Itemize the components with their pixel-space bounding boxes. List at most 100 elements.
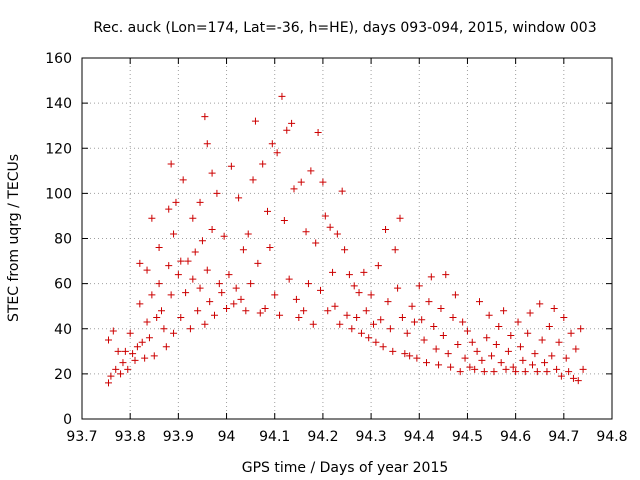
data-point: [410, 318, 418, 326]
data-point: [454, 341, 462, 349]
data-point: [442, 271, 450, 279]
x-tick-label: 94.2: [307, 429, 338, 445]
data-point: [172, 198, 180, 206]
data-point: [415, 282, 423, 290]
data-point: [394, 284, 402, 292]
data-point: [271, 291, 279, 299]
data-point: [519, 356, 527, 364]
y-tick-label: 0: [63, 412, 72, 428]
x-tick-label: 93.9: [163, 429, 194, 445]
data-point: [553, 365, 561, 373]
data-points: [105, 92, 587, 387]
data-point: [372, 338, 380, 346]
data-point: [526, 309, 534, 317]
data-point: [309, 320, 317, 328]
data-point: [565, 368, 573, 376]
data-point: [488, 352, 496, 360]
x-axis-label: GPS time / Days of year 2015: [242, 460, 449, 476]
y-tick-label: 100: [45, 186, 72, 202]
data-point: [213, 189, 221, 197]
y-tick-label: 40: [54, 322, 72, 338]
data-point: [117, 370, 125, 378]
data-point: [536, 300, 544, 308]
data-point: [408, 302, 416, 310]
data-point: [382, 225, 390, 233]
data-point: [264, 207, 271, 215]
data-point: [162, 343, 170, 351]
data-point: [324, 307, 332, 315]
data-point: [333, 230, 341, 238]
data-point: [160, 325, 168, 333]
data-point: [201, 320, 209, 328]
data-point: [437, 304, 445, 312]
data-point: [476, 298, 483, 306]
data-point: [174, 271, 182, 279]
data-point: [105, 336, 112, 344]
data-point: [242, 307, 250, 315]
data-point: [459, 318, 467, 326]
data-point: [420, 336, 428, 344]
data-point: [370, 320, 377, 328]
data-point: [261, 304, 269, 312]
data-point: [350, 282, 358, 290]
data-point: [177, 313, 185, 321]
data-point: [225, 271, 233, 279]
data-point: [126, 329, 134, 337]
data-point: [423, 359, 430, 367]
data-point: [345, 271, 353, 279]
data-point: [401, 350, 409, 358]
data-point: [179, 176, 187, 184]
data-point: [247, 280, 255, 288]
data-point: [473, 347, 481, 355]
data-point: [259, 160, 267, 168]
data-point: [521, 368, 529, 376]
data-point: [184, 257, 192, 265]
data-point: [555, 338, 563, 346]
y-tick-label: 60: [54, 277, 72, 293]
data-point: [186, 325, 194, 333]
data-point: [155, 280, 163, 288]
data-point: [331, 302, 339, 310]
data-point: [500, 307, 508, 315]
data-point: [314, 128, 322, 136]
data-point: [365, 334, 373, 342]
data-point: [507, 332, 515, 340]
data-point: [447, 363, 455, 371]
x-tick-label: 94.3: [356, 429, 387, 445]
data-point: [483, 334, 491, 342]
data-point: [355, 289, 363, 297]
data-point: [572, 345, 580, 353]
data-point: [338, 187, 346, 195]
data-point: [384, 298, 392, 306]
data-point: [148, 214, 156, 222]
data-point: [362, 307, 370, 315]
data-point: [232, 284, 240, 292]
data-point: [145, 334, 153, 342]
data-point: [227, 162, 235, 170]
data-point: [353, 313, 361, 321]
data-point: [557, 372, 565, 380]
data-point: [198, 237, 206, 245]
data-point: [131, 356, 139, 364]
data-point: [374, 262, 382, 270]
data-point: [343, 311, 351, 319]
data-point: [288, 119, 296, 127]
data-point: [560, 313, 568, 321]
data-point: [418, 316, 426, 324]
data-point: [514, 318, 522, 326]
data-point: [317, 286, 324, 294]
data-point: [194, 307, 202, 315]
data-point: [114, 347, 122, 355]
x-tick-label: 94.6: [500, 429, 531, 445]
data-point: [129, 350, 137, 358]
data-point: [278, 92, 286, 100]
data-point: [304, 280, 312, 288]
y-tick-label: 20: [54, 367, 72, 383]
data-point: [121, 347, 129, 355]
data-point: [280, 216, 288, 224]
data-point: [167, 291, 175, 299]
data-point: [439, 332, 447, 340]
data-point: [435, 361, 443, 369]
data-point: [444, 350, 452, 358]
